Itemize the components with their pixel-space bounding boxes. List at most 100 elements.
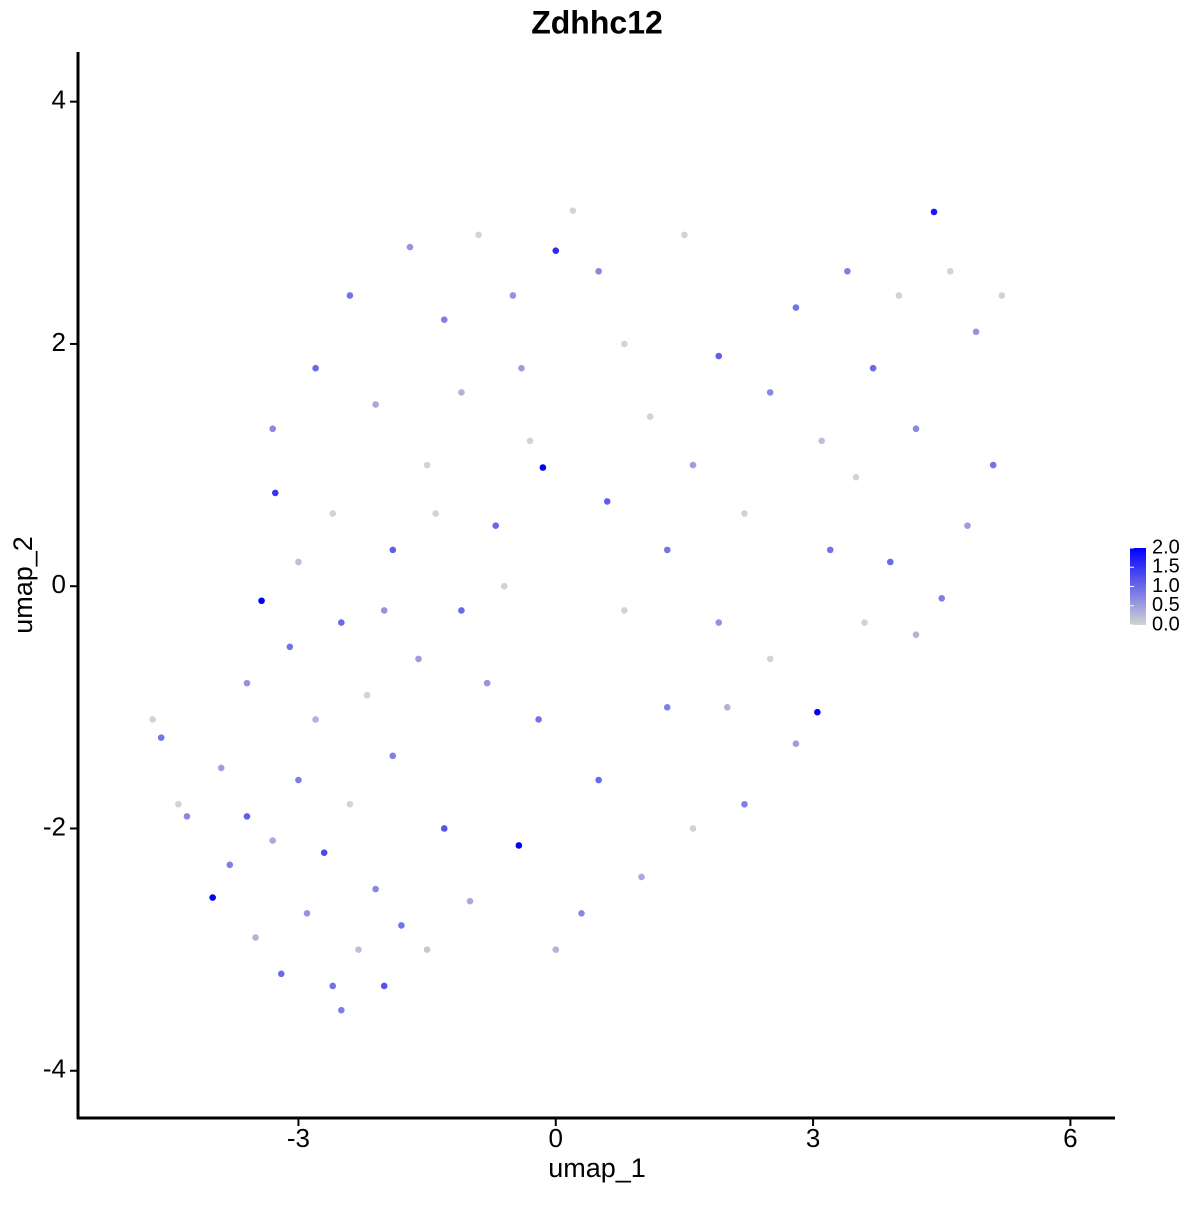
- cell-point: [621, 340, 628, 348]
- cell-point: [271, 489, 279, 497]
- x-tick-label: 0: [549, 1123, 563, 1153]
- cell-point: [930, 208, 938, 216]
- cell-point: [715, 352, 723, 360]
- cell-point: [295, 776, 302, 784]
- cell-point: [766, 389, 774, 396]
- cell-point: [269, 425, 277, 433]
- cell-point: [792, 304, 800, 311]
- cell-point: [818, 437, 825, 445]
- cell-point: [183, 813, 191, 820]
- cell-point: [595, 776, 602, 784]
- cell-point: [861, 619, 868, 626]
- cell-point: [826, 546, 834, 554]
- cell-point: [766, 655, 774, 663]
- x-tick-label: -3: [287, 1123, 310, 1153]
- cell-point: [852, 473, 860, 481]
- cell-point: [518, 364, 525, 372]
- cell-point: [338, 1006, 345, 1014]
- cell-point: [972, 328, 980, 336]
- cell-point: [380, 607, 388, 614]
- cell-point: [741, 800, 748, 808]
- cell-point: [277, 970, 285, 978]
- cell-point: [423, 946, 431, 953]
- cell-point: [663, 704, 671, 711]
- cell-point: [458, 389, 465, 396]
- cell-point: [500, 582, 508, 590]
- cell-point: [483, 679, 491, 687]
- y-tick-label: 0: [52, 569, 66, 599]
- cell-point: [938, 595, 946, 602]
- cell-point: [509, 292, 517, 299]
- y-tick-label: 2: [52, 327, 66, 357]
- colorbar-label: 1.5: [1152, 556, 1180, 578]
- cell-point: [380, 982, 388, 990]
- colorbar-label: 2.0: [1152, 536, 1180, 558]
- cell-point: [638, 873, 645, 881]
- cell-point: [569, 207, 577, 214]
- cell-point: [741, 510, 748, 517]
- cell-point: [792, 740, 800, 747]
- cell-point: [258, 597, 265, 605]
- cell-point: [149, 716, 156, 723]
- cell-point: [286, 643, 294, 651]
- colorbar-label: 0.0: [1152, 613, 1180, 635]
- cell-point: [295, 558, 302, 566]
- cell-point: [440, 316, 448, 324]
- cell-point: [466, 897, 474, 905]
- cell-point: [998, 292, 1006, 299]
- cell-point: [715, 619, 723, 626]
- cell-point: [372, 401, 379, 408]
- colorbar-label: 0.5: [1152, 594, 1180, 616]
- cell-point: [389, 752, 397, 760]
- cell-point: [964, 522, 971, 529]
- cell-point: [535, 716, 542, 723]
- cell-point: [724, 704, 731, 711]
- cell-point: [621, 607, 628, 614]
- cell-point: [338, 619, 345, 626]
- cell-point: [303, 909, 311, 917]
- cell-point: [844, 267, 851, 275]
- cell-point: [603, 498, 611, 505]
- cell-point: [595, 267, 602, 275]
- cell-point: [355, 946, 362, 953]
- cell-point: [475, 231, 482, 239]
- cell-point: [312, 716, 319, 723]
- cell-point: [389, 546, 397, 554]
- cell-point: [423, 461, 431, 469]
- cell-point: [458, 607, 465, 614]
- cell-point: [895, 292, 903, 299]
- cell-point: [912, 425, 920, 433]
- cell-point: [646, 413, 654, 420]
- cell-point: [440, 825, 448, 832]
- cell-point: [432, 510, 439, 517]
- y-tick-label: 4: [52, 85, 66, 115]
- y-axis-label: umap_2: [8, 536, 38, 634]
- cell-point: [329, 982, 337, 990]
- cell-point: [217, 764, 225, 772]
- x-axis-label: umap_1: [548, 1153, 646, 1183]
- cell-point: [492, 522, 500, 529]
- cell-point: [252, 934, 259, 941]
- cell-point: [415, 655, 422, 663]
- cell-point: [947, 267, 954, 275]
- x-tick-label: 3: [806, 1123, 820, 1153]
- chart-title: Zdhhc12: [531, 4, 663, 40]
- cell-point: [226, 861, 234, 869]
- cell-point: [526, 437, 534, 445]
- cell-point: [329, 510, 337, 517]
- cell-point: [689, 825, 697, 832]
- cell-point: [175, 800, 182, 808]
- cell-point: [346, 800, 354, 808]
- cell-point: [681, 231, 688, 239]
- cell-point: [320, 849, 328, 857]
- x-tick-label: 6: [1063, 1123, 1077, 1153]
- cell-point: [886, 558, 894, 566]
- cell-point: [372, 885, 379, 893]
- cell-point: [539, 464, 547, 471]
- cell-point: [578, 909, 585, 917]
- cell-point: [515, 842, 523, 849]
- cell-point: [406, 243, 414, 251]
- cell-point: [209, 894, 216, 901]
- cell-point: [269, 837, 277, 844]
